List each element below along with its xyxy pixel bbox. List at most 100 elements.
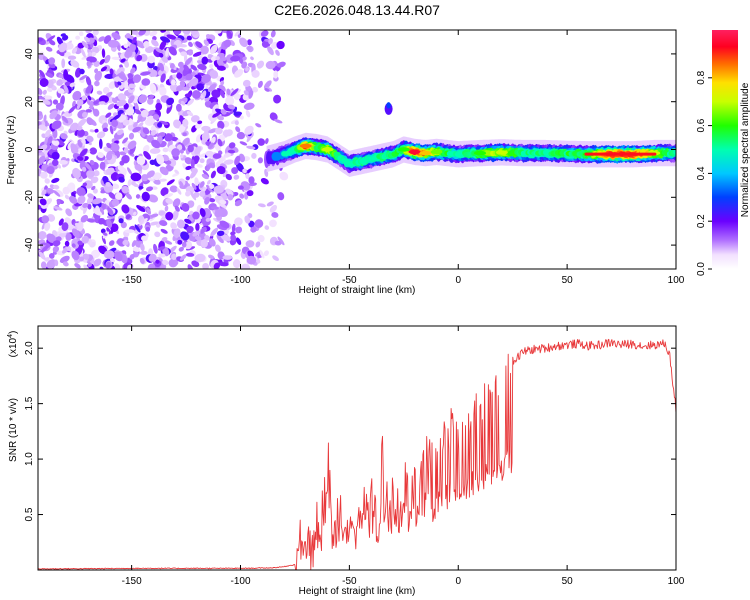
ridge-peak xyxy=(397,147,410,152)
noise-blob xyxy=(204,235,210,241)
noise-blob xyxy=(155,48,164,54)
noise-blob xyxy=(118,73,128,81)
noise-blob xyxy=(129,253,135,260)
noise-blob xyxy=(99,58,105,65)
noise-blob xyxy=(54,140,60,146)
noise-blob xyxy=(202,170,210,178)
noise-blob xyxy=(41,215,50,224)
noise-blob xyxy=(121,185,130,194)
noise-blob xyxy=(217,120,225,130)
noise-blob xyxy=(250,226,257,233)
noise-blob xyxy=(39,198,47,206)
noise-blob xyxy=(79,68,85,75)
noise-blob xyxy=(220,80,225,86)
noise-blob xyxy=(138,30,146,36)
noise-blob xyxy=(194,235,202,241)
noise-blob xyxy=(212,153,222,159)
snr-x-tick-label: 0 xyxy=(455,576,461,587)
noise-blob xyxy=(139,250,148,255)
noise-blob xyxy=(69,195,78,204)
spectrogram-y-label: Frequency (Hz) xyxy=(6,116,17,185)
noise-blob xyxy=(79,256,85,262)
noise-blob xyxy=(195,41,203,49)
snr-x-tick-label: 100 xyxy=(668,576,685,587)
noise-blob xyxy=(89,159,95,166)
noise-blob xyxy=(255,241,261,248)
noise-blob xyxy=(239,37,248,48)
snr-x-label: Height of straight line (km) xyxy=(299,586,416,597)
colorbar-gradient xyxy=(712,30,738,269)
noise-blob xyxy=(257,80,263,88)
noise-blob xyxy=(86,117,94,126)
noise-blob xyxy=(90,176,99,184)
noise-blob xyxy=(38,231,47,240)
noise-blob xyxy=(76,155,84,161)
noise-blob xyxy=(157,122,163,128)
noise-blob xyxy=(151,139,161,149)
noise-blob xyxy=(209,70,219,79)
noise-blob xyxy=(60,33,66,37)
noise-blob xyxy=(42,89,47,95)
noise-blob xyxy=(170,79,177,86)
noise-blob xyxy=(42,99,51,105)
noise-blob xyxy=(71,228,80,239)
noise-blob xyxy=(125,33,131,38)
noise-blob xyxy=(147,194,159,203)
noise-blob xyxy=(216,65,226,71)
noise-blob xyxy=(126,47,131,53)
ridge-peak xyxy=(408,149,421,155)
ridge-peak xyxy=(430,149,443,155)
noise-blob xyxy=(234,120,239,126)
noise-blob xyxy=(269,112,278,121)
noise-blob xyxy=(70,143,79,154)
noise-blob xyxy=(162,147,169,153)
noise-blob xyxy=(131,36,137,44)
noise-blob xyxy=(256,60,265,69)
noise-blob xyxy=(108,240,115,246)
noise-blob xyxy=(81,111,88,118)
noise-blob xyxy=(136,116,143,124)
noise-blob xyxy=(195,134,202,143)
noise-blob xyxy=(222,255,233,260)
snr-y-scale: (x104) xyxy=(7,331,19,358)
noise-blob xyxy=(109,258,116,263)
spectrogram-x-tick-label: 50 xyxy=(562,275,574,286)
noise-blob xyxy=(231,223,236,233)
noise-blob xyxy=(207,83,217,92)
snr-x-tick-label: 50 xyxy=(562,576,574,587)
noise-blob xyxy=(259,249,265,259)
noise-blob xyxy=(199,181,205,188)
noise-blob xyxy=(58,51,65,57)
noise-blob xyxy=(147,69,158,77)
noise-blob xyxy=(236,131,245,140)
spectrogram-x-tick-label: 0 xyxy=(455,275,461,286)
noise-blob xyxy=(171,253,177,260)
noise-blob xyxy=(206,59,213,63)
noise-blob xyxy=(219,199,227,205)
noise-blob xyxy=(115,192,123,201)
noise-blob xyxy=(169,185,178,193)
noise-blob xyxy=(159,220,168,227)
noise-blob xyxy=(104,73,116,80)
noise-blob xyxy=(80,214,89,223)
noise-blob xyxy=(178,246,184,252)
noise-blob xyxy=(212,111,221,118)
colorbar-axis: 0.0 0.2 0.4 0.6 0.8 xyxy=(696,70,712,276)
noise-blob xyxy=(122,239,129,246)
ridge-peak xyxy=(474,150,486,156)
noise-blob xyxy=(223,159,234,165)
noise-blob xyxy=(187,98,195,106)
noise-blob xyxy=(45,46,53,52)
noise-blob xyxy=(159,178,167,182)
noise-blob xyxy=(166,97,175,106)
noise-blob xyxy=(84,180,93,189)
noise-blob xyxy=(38,251,46,260)
noise-blob xyxy=(211,89,221,98)
noise-blob xyxy=(56,199,61,206)
noise-blob xyxy=(58,73,65,79)
outlier-blob-core xyxy=(386,102,391,109)
noise-blob xyxy=(257,203,266,208)
noise-blob xyxy=(92,198,103,205)
spectrogram-x-tick-label: 100 xyxy=(668,275,685,286)
noise-blob xyxy=(186,35,192,41)
